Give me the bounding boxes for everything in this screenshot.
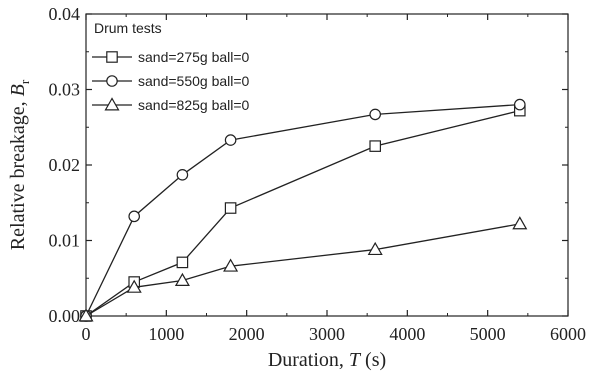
x-tick-label: 4000 [389, 324, 425, 344]
y-tick-label: 0.01 [49, 231, 81, 251]
data-point [512, 216, 528, 230]
legend-marker [104, 97, 120, 111]
legend: Drum tests sand=275g ball=0 sand=550g bal… [92, 20, 250, 113]
series-triangle [78, 216, 528, 322]
legend-item: sand=275g ball=0 [92, 49, 250, 65]
x-axis: 0 1000 2000 3000 4000 5000 6000 [82, 14, 586, 344]
data-point [128, 210, 140, 223]
y-axis-label-prefix: Relative breakage, [7, 96, 29, 250]
data-point [513, 98, 526, 111]
legend-item: sand=550g ball=0 [92, 73, 250, 89]
data-point [369, 108, 381, 121]
data-point [224, 134, 237, 146]
data-point [126, 279, 142, 293]
data-point [78, 308, 94, 322]
series-line [85, 103, 520, 317]
x-tick-label: 0 [82, 324, 91, 344]
legend-label: sand=275g ball=0 [138, 49, 250, 65]
x-axis-label-symbol: T [349, 349, 362, 371]
x-axis-label-suffix: (s) [360, 349, 386, 371]
y-axis: 0.00 0.01 0.02 0.03 0.04 [49, 4, 568, 326]
series-line [85, 110, 520, 317]
series-layer [78, 98, 528, 322]
x-tick-label: 3000 [309, 324, 345, 344]
x-tick-label: 5000 [470, 324, 506, 344]
data-point [367, 241, 383, 256]
y-tick-label: 0.03 [49, 80, 81, 100]
x-tick-label: 1000 [148, 324, 184, 344]
y-tick-label: 0.02 [49, 155, 81, 175]
legend-item: sand=825g ball=0 [92, 97, 250, 113]
x-tick-label: 2000 [229, 324, 265, 344]
y-axis-label: Relative breakage, Br [7, 79, 32, 250]
y-tick-label: 0.00 [49, 306, 81, 326]
legend-marker [106, 75, 118, 87]
legend-label: sand=825g ball=0 [138, 97, 250, 113]
data-point [369, 140, 381, 152]
x-axis-label-prefix: Duration, [268, 349, 349, 371]
series-circle [80, 98, 526, 322]
y-axis-label-symbol: B [7, 84, 29, 96]
y-axis-label-subscript: r [17, 79, 32, 84]
y-tick-label: 0.04 [49, 4, 81, 24]
series-square [80, 104, 526, 322]
x-tick-label: 6000 [550, 324, 586, 344]
data-point [223, 258, 239, 272]
legend-label: sand=550g ball=0 [138, 73, 250, 89]
series-line [85, 223, 520, 317]
x-axis-label: Duration, T (s) [268, 349, 386, 371]
data-point [176, 169, 189, 181]
legend-marker [106, 51, 118, 63]
data-point [174, 272, 190, 286]
data-point [224, 202, 237, 214]
data-point [176, 256, 189, 269]
legend-title: Drum tests [94, 20, 162, 36]
